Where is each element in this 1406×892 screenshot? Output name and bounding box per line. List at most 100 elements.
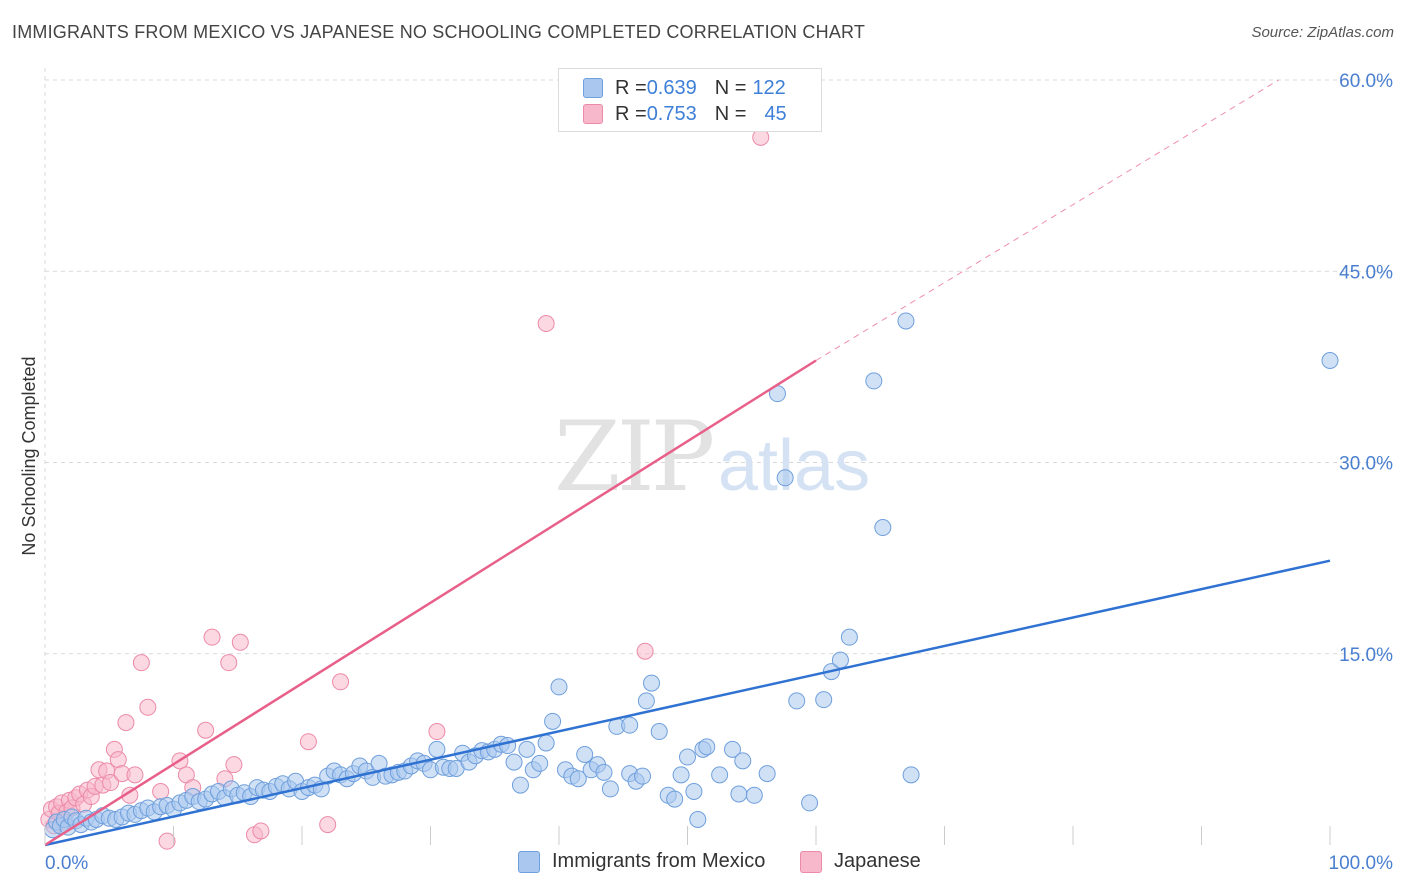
japanese-point [109,751,127,769]
japanese-point [537,315,555,333]
japanese-point [203,628,221,646]
legend-r-label: R = [615,102,647,125]
japanese-point [428,723,446,741]
legend-row-japanese: R = 0.753 N = 45 [583,102,787,126]
legend-label-japanese: Japanese [834,850,921,872]
mexico-point [745,786,763,804]
mexico-point [595,763,613,781]
legend-n-value: 122 [752,76,786,99]
japanese-point [319,816,337,834]
legend-r-label: R = [615,76,647,99]
legend-label-mexico: Immigrants from Mexico [552,850,766,872]
mexico-point [831,651,849,669]
mexico-point [902,766,920,784]
mexico-point [730,785,748,803]
y-tick-label: 60.0% [1339,71,1393,92]
mexico-point [840,628,858,646]
japanese-points [40,128,770,850]
mexico-point [723,740,741,758]
legend-swatch-mexico [583,78,603,98]
mexico-point [621,716,639,734]
watermark-atlas: atlas [718,426,870,506]
mexico-point [569,770,587,788]
mexico-point [685,782,703,800]
mexico-point [544,712,562,730]
japanese-point [220,654,238,672]
japanese-point [126,766,144,784]
mexico-point [531,754,549,772]
japanese-point [132,654,150,672]
y-tick-label: 45.0% [1339,262,1393,283]
axis-ticks: 15.0% 30.0% 45.0% 60.0% 0.0% 100.0% [44,71,1394,874]
grid [44,68,1392,845]
y-axis-label: No Schooling Completed [19,356,39,555]
legend-r-value: 0.753 [646,102,697,125]
mexico-point [518,740,536,758]
source-label: Source: ZipAtlas.com [1251,24,1394,41]
mexico-point [650,723,668,741]
japanese-point [299,733,317,751]
japanese-point [252,822,270,840]
mexico-point [711,766,729,784]
x-tick-label: 100.0% [1329,853,1394,874]
mexico-point [499,737,517,755]
japanese-trend-line [44,359,817,847]
mexico-point [865,372,883,390]
watermark-zip: ZIP [554,401,713,513]
y-tick-label: 30.0% [1339,454,1393,475]
japanese-point [139,698,157,716]
legend-n-label: N = [714,76,747,99]
mexico-point [634,767,652,785]
legend-n-value: 45 [764,102,787,125]
mexico-point [601,780,619,798]
mexico-point [643,674,661,692]
mexico-trend-line [44,559,1331,847]
japanese-point [197,721,215,739]
legend-item-mexico: Immigrants from Mexico [518,850,765,873]
japanese-point [117,714,135,732]
mexico-point [758,765,776,783]
japanese-point [231,633,249,651]
mexico-point [689,811,707,828]
legend-swatch-mexico [518,850,540,873]
mexico-point [537,734,555,752]
mexico-point [679,748,696,766]
mexico-point [788,692,806,710]
mexico-point [428,740,446,758]
x-tick-label: 0.0% [45,853,88,874]
mexico-point [874,519,892,537]
stats-legend: R = 0.639 N = 122 R = 0.753 N = 45 [558,68,822,132]
mexico-point [734,752,752,770]
mexico-point [801,794,819,812]
mexico-point [897,312,915,330]
japanese-point [332,673,350,691]
legend-item-japanese: Japanese [800,850,921,873]
japanese-point [636,642,654,660]
series-legend: Immigrants from Mexico Japanese [0,850,1406,880]
mexico-points [44,312,1339,839]
japanese-point [158,832,176,850]
legend-r-value: 0.639 [646,76,697,99]
legend-swatch-japanese [800,850,822,873]
legend-n-label: N = [714,102,747,125]
y-tick-label: 15.0% [1339,645,1393,666]
mexico-point [815,691,833,709]
mexico-point [698,738,716,756]
mexico-point [672,766,690,784]
mexico-point [505,753,523,771]
mexico-point [666,790,684,808]
japanese-point [225,756,243,774]
mexico-point [1321,352,1339,369]
mexico-point [550,678,568,696]
trend-lines [44,79,1331,847]
legend-swatch-japanese [583,104,603,124]
mexico-point [637,692,655,710]
japanese-point [102,774,120,792]
mexico-point [776,469,794,487]
mexico-point [576,745,594,763]
japanese-trend-extension [815,79,1279,361]
legend-row-mexico: R = 0.639 N = 122 [583,76,786,100]
chart-title: IMMIGRANTS FROM MEXICO VS JAPANESE NO SC… [12,22,866,42]
mexico-point [511,776,529,794]
